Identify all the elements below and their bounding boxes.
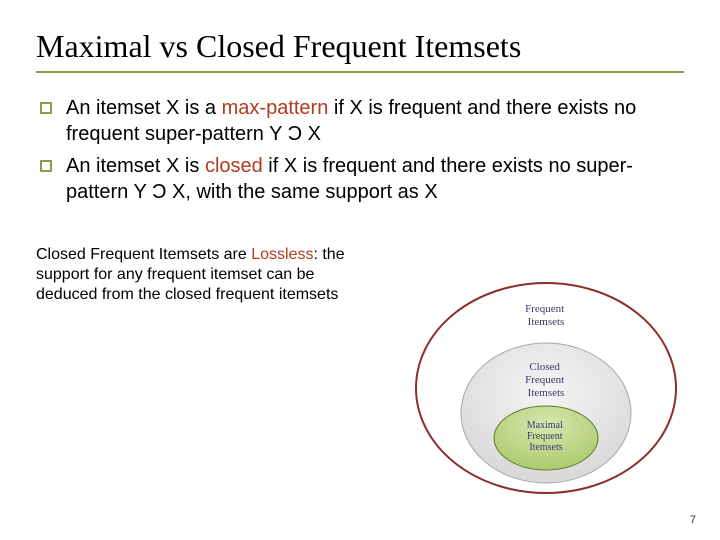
label-line: Frequent [525, 303, 564, 315]
outer-label: Frequent Itemsets [525, 303, 567, 328]
accent-term: Lossless [251, 246, 313, 263]
inner-label: Maximal Frequent Itemsets [527, 420, 566, 453]
slide-title: Maximal vs Closed Frequent Itemsets [36, 28, 684, 73]
bullet-item: An itemset X is closed if X is frequent … [40, 153, 684, 205]
label-line: Itemsets [529, 442, 562, 453]
label-line: Closed [529, 361, 560, 373]
bullet-list: An itemset X is a max-pattern if X is fr… [36, 95, 684, 205]
bullet-text: An itemset X is a max-pattern if X is fr… [66, 95, 684, 147]
label-line: Frequent [527, 431, 563, 442]
label-line: Frequent [525, 374, 564, 386]
bullet-item: An itemset X is a max-pattern if X is fr… [40, 95, 684, 147]
label-line: Maximal [527, 420, 563, 431]
accent-term: max-pattern [222, 97, 329, 119]
label-line: Itemsets [528, 387, 565, 399]
label-line: Itemsets [528, 316, 565, 328]
text-fragment: An itemset X is [66, 155, 205, 177]
square-bullet-icon [40, 160, 52, 172]
middle-label: Closed Frequent Itemsets [525, 361, 567, 399]
text-fragment: Closed Frequent Itemsets are [36, 246, 251, 263]
bullet-text: An itemset X is closed if X is frequent … [66, 153, 684, 205]
venn-diagram: Frequent Itemsets Closed Frequent Itemse… [396, 278, 696, 498]
accent-term: closed [205, 155, 263, 177]
text-fragment: An itemset X is a [66, 97, 222, 119]
lossless-note: Closed Frequent Itemsets are Lossless: t… [36, 245, 376, 305]
square-bullet-icon [40, 102, 52, 114]
page-number: 7 [690, 514, 696, 526]
